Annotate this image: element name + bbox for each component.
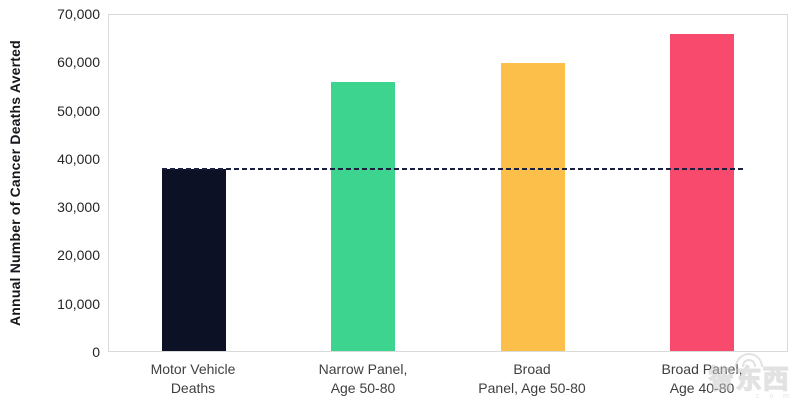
y-tick-label: 40,000	[57, 150, 100, 167]
x-category-label: Broad Panel, Age 50-80	[478, 361, 586, 396]
bar-1	[162, 169, 226, 351]
reference-line	[162, 168, 746, 170]
y-tick-label: 0	[92, 344, 100, 360]
y-tick-label: 60,000	[57, 54, 100, 71]
y-tick-label: 20,000	[57, 247, 100, 264]
bar-3	[501, 63, 565, 351]
y-tick-label: 50,000	[57, 102, 100, 119]
y-tick-label: 70,000	[57, 6, 100, 22]
bar-4	[670, 34, 734, 351]
x-category-label: Broad Panel, Age 40-80	[661, 361, 743, 396]
bar-2	[331, 82, 395, 351]
x-category-label: Motor Vehicle Deaths	[150, 361, 236, 396]
plot-area	[108, 14, 788, 352]
y-tick-label: 10,000	[57, 295, 100, 312]
y-tick-label: 30,000	[57, 199, 100, 216]
x-category-label: Narrow Panel, Age 50-80	[318, 361, 408, 396]
